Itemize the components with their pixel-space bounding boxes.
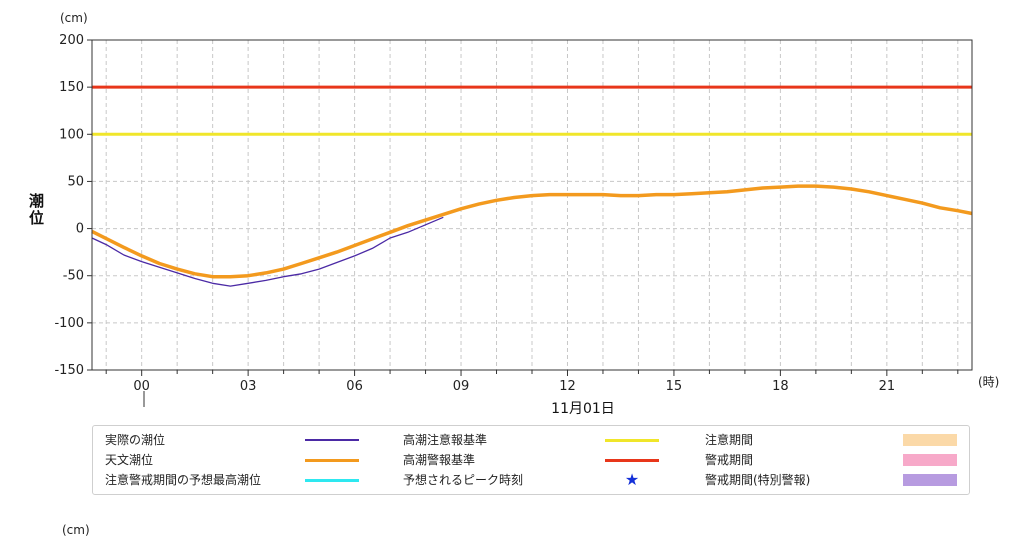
observed-tide-line [91,216,444,287]
legend-label: 注意期間 [705,433,754,447]
legend-label: 高潮注意報基準 [403,433,488,447]
x-tick-label: 09 [453,379,470,394]
legend-label: 天文潮位 [105,453,154,467]
x-unit: (時) [978,375,999,389]
legend-label: 注意警戒期間の予想最高潮位 [105,473,262,487]
legend-label: 実際の潮位 [105,433,166,447]
grid [92,40,972,370]
star-icon: ★ [624,470,640,489]
legend-rect-swatch [903,474,957,486]
legend-label: 警戒期間 [705,453,754,467]
tide-chart: 200 150 100 50 0 -50 -100 -150 00 03 06 09 12 15 18 21… [27,11,999,417]
y-tick-label: 100 [59,127,84,142]
series-lines [91,184,973,287]
legend-line-swatch [305,479,359,482]
legend-line-swatch [605,439,659,442]
x-tick-label: 12 [559,379,576,394]
legend-label: 高潮警報基準 [403,453,476,467]
x-ticks: 00 03 06 09 12 15 18 21 [105,370,959,394]
x-tick-label: 18 [772,379,789,394]
astronomical-tide-line [91,184,973,279]
x-tick-label: 03 [240,379,257,394]
y-tick-label: -50 [63,269,84,284]
y-unit: (cm) [60,11,88,25]
legend-label: 予想されるピーク時刻 [403,473,524,487]
y-axis-label: 潮位 [27,192,45,227]
x-tick-label: 06 [346,379,363,394]
y-tick-label: 50 [67,174,84,189]
legend-rect-swatch [903,454,957,466]
legend-rect-swatch [903,434,957,446]
date-label: 11月01日 [551,401,615,417]
legend-line-swatch [305,459,359,462]
x-tick-label: 15 [666,379,683,394]
threshold-lines [92,85,972,136]
legend-label: 警戒期間(特別警報) [705,473,811,487]
legend: 実際の潮位 高潮注意報基準 注意期間天文潮位 高潮警報基準 警戒期間注意警戒期間の予想最… [92,425,970,495]
y-tick-label: -150 [54,363,84,378]
y-tick-label: 200 [59,33,84,48]
y-ticks: 200 150 100 50 0 -50 -100 -150 [54,33,92,378]
x-tick-label: 21 [879,379,896,394]
y-tick-label: 0 [76,222,84,237]
next-chart-unit: (cm) [62,523,90,537]
y-tick-label: 150 [59,80,84,95]
legend-line-swatch [605,459,659,462]
legend-line-swatch [305,439,359,441]
y-tick-label: -100 [54,316,84,331]
x-tick-label: 00 [133,379,150,394]
